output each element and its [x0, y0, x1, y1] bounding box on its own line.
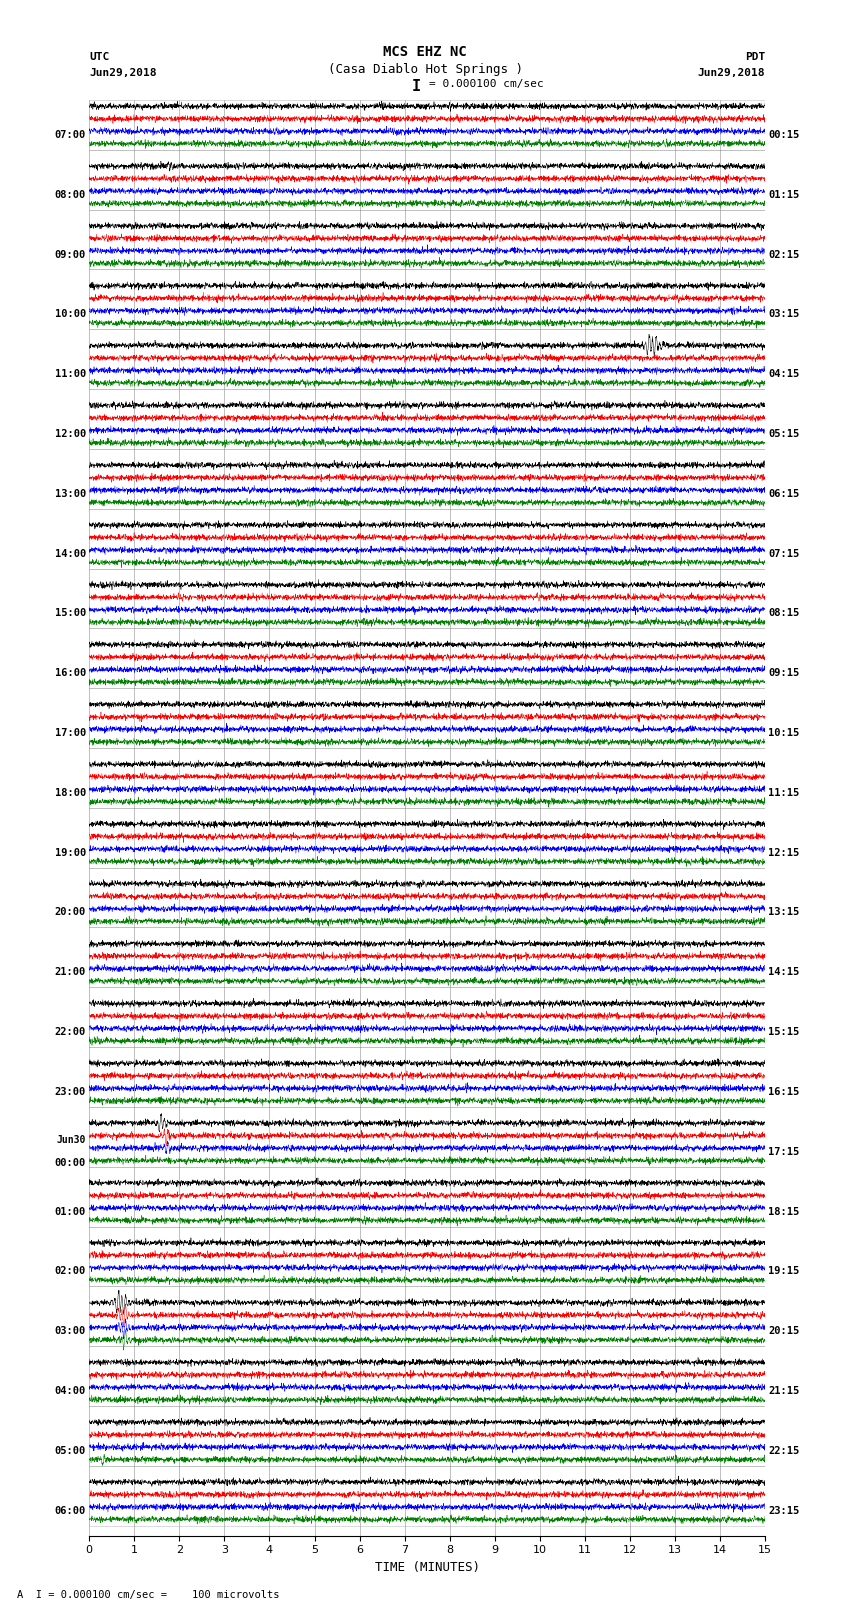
Text: 22:00: 22:00: [54, 1027, 86, 1037]
Text: 22:15: 22:15: [768, 1445, 800, 1457]
Text: 07:15: 07:15: [768, 548, 800, 558]
Text: 09:00: 09:00: [54, 250, 86, 260]
Text: 13:00: 13:00: [54, 489, 86, 498]
Text: 19:15: 19:15: [768, 1266, 800, 1276]
Text: 02:15: 02:15: [768, 250, 800, 260]
Text: (Casa Diablo Hot Springs ): (Casa Diablo Hot Springs ): [327, 63, 523, 76]
Text: 21:15: 21:15: [768, 1386, 800, 1395]
Text: 06:00: 06:00: [54, 1505, 86, 1516]
Text: Jun29,2018: Jun29,2018: [698, 68, 765, 77]
Text: 10:00: 10:00: [54, 310, 86, 319]
Text: 11:00: 11:00: [54, 369, 86, 379]
Text: 19:00: 19:00: [54, 848, 86, 858]
Text: 08:00: 08:00: [54, 190, 86, 200]
Text: 03:15: 03:15: [768, 310, 800, 319]
Text: 01:15: 01:15: [768, 190, 800, 200]
Text: 01:00: 01:00: [54, 1207, 86, 1216]
Text: 00:00: 00:00: [54, 1158, 86, 1168]
Text: 02:00: 02:00: [54, 1266, 86, 1276]
Text: 14:00: 14:00: [54, 548, 86, 558]
Text: Jun30: Jun30: [56, 1136, 86, 1145]
Text: 16:00: 16:00: [54, 668, 86, 677]
Text: Jun29,2018: Jun29,2018: [89, 68, 156, 77]
Text: 15:15: 15:15: [768, 1027, 800, 1037]
Text: 20:15: 20:15: [768, 1326, 800, 1336]
Text: 16:15: 16:15: [768, 1087, 800, 1097]
Text: 11:15: 11:15: [768, 787, 800, 798]
X-axis label: TIME (MINUTES): TIME (MINUTES): [375, 1561, 479, 1574]
Text: 23:15: 23:15: [768, 1505, 800, 1516]
Text: 00:15: 00:15: [768, 131, 800, 140]
Text: 20:00: 20:00: [54, 908, 86, 918]
Text: MCS EHZ NC: MCS EHZ NC: [383, 45, 467, 60]
Text: 06:15: 06:15: [768, 489, 800, 498]
Text: PDT: PDT: [745, 52, 765, 61]
Text: 07:00: 07:00: [54, 131, 86, 140]
Text: 18:00: 18:00: [54, 787, 86, 798]
Text: 10:15: 10:15: [768, 727, 800, 739]
Text: UTC: UTC: [89, 52, 110, 61]
Text: 15:00: 15:00: [54, 608, 86, 618]
Text: A  I = 0.000100 cm/sec =    100 microvolts: A I = 0.000100 cm/sec = 100 microvolts: [17, 1590, 280, 1600]
Text: 12:15: 12:15: [768, 848, 800, 858]
Text: 05:00: 05:00: [54, 1445, 86, 1457]
Text: 04:00: 04:00: [54, 1386, 86, 1395]
Text: 03:00: 03:00: [54, 1326, 86, 1336]
Text: 17:15: 17:15: [768, 1147, 800, 1157]
Text: = 0.000100 cm/sec: = 0.000100 cm/sec: [429, 79, 544, 89]
Text: 17:00: 17:00: [54, 727, 86, 739]
Text: 05:15: 05:15: [768, 429, 800, 439]
Text: 13:15: 13:15: [768, 908, 800, 918]
Text: 12:00: 12:00: [54, 429, 86, 439]
Text: I: I: [412, 79, 421, 94]
Text: 23:00: 23:00: [54, 1087, 86, 1097]
Text: 08:15: 08:15: [768, 608, 800, 618]
Text: 14:15: 14:15: [768, 968, 800, 977]
Text: 04:15: 04:15: [768, 369, 800, 379]
Text: 09:15: 09:15: [768, 668, 800, 677]
Text: 18:15: 18:15: [768, 1207, 800, 1216]
Text: 21:00: 21:00: [54, 968, 86, 977]
